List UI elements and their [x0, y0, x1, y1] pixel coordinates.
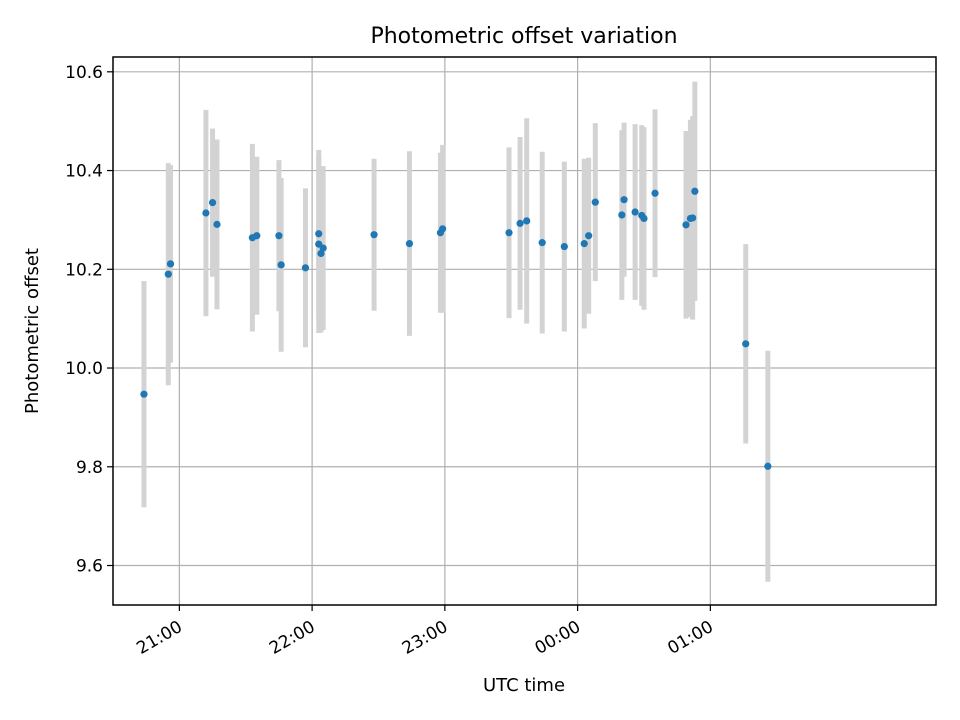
- data-point: [253, 232, 261, 240]
- data-point: [620, 196, 628, 204]
- errorbar-layer: [141, 81, 771, 582]
- data-point: [640, 214, 648, 223]
- data-point: [301, 264, 310, 272]
- data-point: [505, 229, 513, 237]
- data-point: [213, 220, 221, 228]
- y-tick-label: 10.2: [65, 260, 103, 280]
- data-point: [560, 242, 568, 251]
- x-axis-label: UTC time: [483, 675, 565, 696]
- data-point: [319, 244, 327, 252]
- data-point: [405, 240, 414, 248]
- y-tick-label: 10.0: [65, 359, 103, 379]
- data-point: [742, 340, 750, 348]
- y-tick-label: 10.4: [65, 162, 103, 182]
- data-point: [202, 209, 210, 217]
- point-layer: [140, 187, 772, 470]
- tick-layer: 21:00 22:00 23:00 00:00 01:00 9.6 9.8 10.0 10.2 1…: [65, 63, 717, 659]
- data-point: [315, 230, 323, 238]
- y-tick-label: 10.6: [65, 63, 103, 83]
- data-point: [618, 211, 626, 219]
- x-tick-label: 22:00: [266, 617, 318, 659]
- data-point: [580, 240, 588, 248]
- y-axis-label: Photometric offset: [22, 248, 43, 414]
- data-point: [538, 239, 546, 247]
- x-tick-label: 01:00: [664, 617, 716, 659]
- data-point: [516, 219, 524, 227]
- y-tick-label: 9.6: [76, 557, 103, 577]
- data-point: [208, 199, 217, 207]
- data-point: [631, 208, 639, 216]
- data-point: [164, 270, 172, 278]
- data-point: [591, 198, 599, 206]
- plot-frame: [112, 56, 937, 606]
- data-point: [140, 390, 148, 398]
- data-point: [523, 217, 531, 225]
- data-point: [166, 260, 175, 268]
- x-tick-label: 21:00: [133, 617, 185, 659]
- chart-title: Photometric offset variation: [370, 24, 677, 49]
- data-point: [317, 249, 325, 258]
- data-point: [651, 189, 659, 197]
- x-tick-label: 23:00: [399, 617, 451, 659]
- data-point: [585, 232, 593, 240]
- data-point: [277, 261, 285, 269]
- data-point: [370, 231, 378, 239]
- y-tick-label: 9.8: [76, 458, 103, 478]
- data-point: [439, 225, 447, 233]
- data-point: [275, 232, 283, 240]
- x-tick-label: 00:00: [532, 617, 584, 659]
- data-point: [764, 462, 772, 470]
- data-point: [691, 187, 699, 195]
- data-point: [689, 214, 697, 222]
- data-point: [682, 221, 690, 229]
